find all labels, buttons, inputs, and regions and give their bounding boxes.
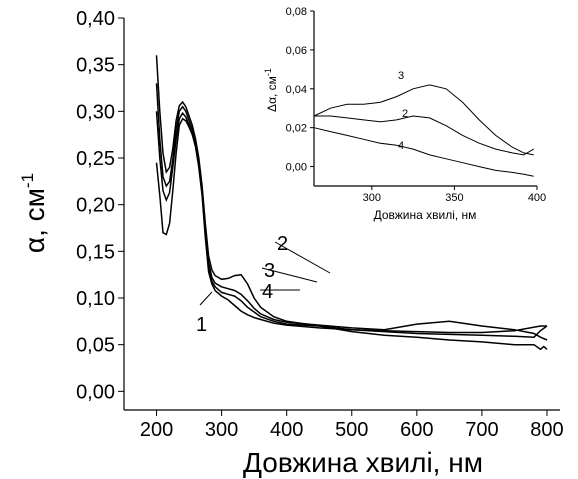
main-curve-label-1: 1: [196, 314, 207, 336]
main-chart: 0,00 0,05 0,10 0,15 0,20 0,25 0,30 0,35 0,40 200…: [18, 8, 564, 478]
inset-y-axis-label-group: Δα, см-1: [263, 68, 279, 112]
main-y-tick-label-1: 0,05: [76, 335, 115, 357]
main-x-tick-label-0: 200: [140, 419, 173, 441]
inset-y-tick-label-2: 0,04: [286, 84, 307, 96]
main-y-axis-label-text: α, см: [19, 188, 50, 253]
inset-axes: [313, 11, 537, 187]
inset-y-tick-label-3: 0,06: [286, 45, 307, 57]
main-y-axis-label: α, см-1: [18, 173, 50, 253]
main-series: [155, 55, 548, 351]
inset-x-tick-label-2: 400: [528, 192, 546, 204]
inset-series: [313, 84, 534, 177]
inset-y-axis-label-superscript: -1: [263, 68, 273, 76]
inset-curve-label-4: 4: [398, 140, 404, 152]
inset-curve-label-2: 2: [402, 108, 408, 120]
main-curve-label-2: 2: [277, 233, 288, 255]
main-y-tick-label-3: 0,15: [76, 241, 115, 263]
inset-y-ticks: 0,00 0,02 0,04 0,06 0,08: [286, 6, 314, 174]
inset-series-4: [313, 127, 534, 177]
inset-x-axis-label: Довжина хвилі, нм: [374, 208, 477, 222]
main-y-ticks: 0,00 0,05 0,10 0,15 0,20 0,25 0,30 0,35 0,40: [76, 8, 124, 403]
main-x-tick-label-1: 300: [205, 419, 238, 441]
main-leader-2: [274, 241, 331, 274]
main-x-tick-label-4: 600: [400, 419, 433, 441]
main-y-tick-label-4: 0,20: [76, 195, 115, 217]
main-y-tick-label-0: 0,00: [76, 381, 115, 403]
main-series-4: [155, 111, 548, 351]
inset-y-tick-label-4: 0,08: [286, 6, 307, 18]
main-series-3: [155, 83, 548, 341]
main-leader-3: [261, 267, 318, 283]
inset-x-ticks: 300 350 400: [363, 186, 546, 204]
inset-x-tick-label-0: 300: [363, 192, 381, 204]
inset-curve-label-3: 3: [398, 70, 404, 82]
main-series-1: [155, 117, 548, 338]
inset-series-2: [314, 115, 534, 156]
main-y-tick-label-5: 0,25: [76, 148, 115, 170]
main-curve-label-4: 4: [262, 281, 273, 303]
inset-series-3: [313, 84, 534, 156]
main-x-ticks: 200 300 400 500 600 700 800: [140, 410, 564, 441]
inset-x-tick-label-1: 350: [445, 192, 463, 204]
main-y-axis-label-superscript: -1: [18, 173, 37, 188]
inset-y-tick-label-1: 0,02: [286, 123, 307, 135]
main-y-tick-label-7: 0,35: [76, 55, 115, 77]
main-leader-1: [199, 291, 213, 306]
main-y-tick-label-2: 0,10: [76, 288, 115, 310]
main-curve-label-3: 3: [264, 260, 275, 282]
main-x-tick-label-6: 800: [530, 419, 563, 441]
main-axes: [123, 18, 560, 411]
main-x-axis-label: Довжина хвилі, нм: [243, 447, 483, 478]
inset-y-tick-label-0: 0,00: [286, 162, 307, 174]
main-x-tick-label-3: 500: [335, 419, 368, 441]
inset-y-axis-label-text: Δα, см: [265, 76, 279, 112]
main-series-2: [155, 55, 547, 334]
main-y-tick-label-6: 0,30: [76, 101, 115, 123]
main-x-tick-label-5: 700: [465, 419, 498, 441]
main-y-tick-label-8: 0,40: [76, 8, 115, 30]
inset-y-axis-label: Δα, см-1: [263, 68, 279, 112]
main-x-tick-label-2: 400: [270, 419, 303, 441]
main-y-axis-label-group: α, см-1: [18, 173, 50, 253]
inset-chart: 0,00 0,02 0,04 0,06 0,08 300 350 400 Довжина х…: [263, 6, 546, 222]
